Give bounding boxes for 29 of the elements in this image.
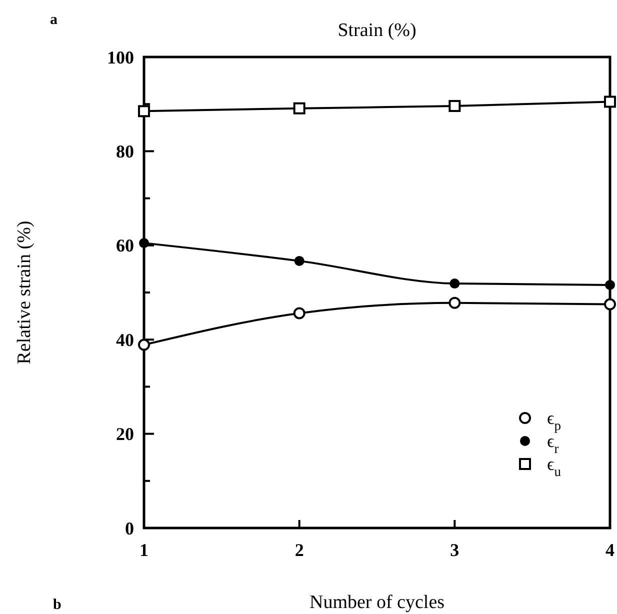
text: a xyxy=(50,12,58,28)
point xyxy=(448,100,461,112)
legend-label: ϵ$_{p}$ xyxy=(547,408,562,433)
legend-label: ϵ$_{u}$ xyxy=(547,454,562,479)
text: b xyxy=(53,597,62,613)
y-tick-label: 80 xyxy=(116,142,134,162)
chart-title: Strain (%) xyxy=(338,20,416,41)
point xyxy=(448,296,461,309)
y-tick-label: 0 xyxy=(125,518,134,538)
x-axis-title: Number of cycles xyxy=(309,592,445,613)
y-tick-label: 60 xyxy=(116,236,134,256)
y-tick-label: 100 xyxy=(107,47,134,68)
y-tick-label: 20 xyxy=(116,424,134,444)
point xyxy=(138,338,150,351)
point xyxy=(138,105,150,118)
x-tick-label: 2 xyxy=(294,540,304,560)
point xyxy=(604,96,616,108)
point xyxy=(294,256,304,266)
x-tick-label: 1 xyxy=(140,540,148,560)
x-tick-label: 4 xyxy=(606,540,614,560)
point xyxy=(293,102,306,114)
point xyxy=(450,278,460,289)
point xyxy=(604,298,616,310)
point xyxy=(293,307,306,320)
y-tick-label: 40 xyxy=(116,330,134,350)
point xyxy=(605,280,615,290)
x-tick-label: 3 xyxy=(450,540,460,560)
point xyxy=(139,238,149,248)
y-axis-title: Relative strain (%) xyxy=(14,220,35,364)
